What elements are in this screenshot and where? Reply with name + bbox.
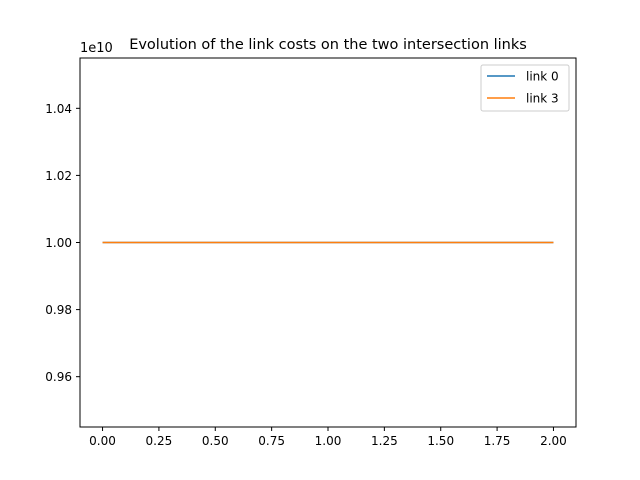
x-tick-label: 1.50 xyxy=(427,434,454,448)
x-axis: 0.00 0.25 0.50 0.75 1.00 1.25 1.50 1.75 2.00 xyxy=(89,427,567,448)
y-tick-label: 1.00 xyxy=(45,236,72,250)
x-tick-label: 1.00 xyxy=(315,434,342,448)
y-tick-label: 0.96 xyxy=(45,370,72,384)
x-tick-label: 2.00 xyxy=(540,434,567,448)
y-tick-label: 0.98 xyxy=(45,303,72,317)
y-offset-label: 1e10 xyxy=(80,41,113,56)
legend: link 0 link 3 xyxy=(480,64,570,112)
x-tick-label: 0.50 xyxy=(202,434,229,448)
x-tick-label: 0.75 xyxy=(258,434,285,448)
y-tick-label: 1.02 xyxy=(45,169,72,183)
x-tick-label: 0.00 xyxy=(89,434,116,448)
chart-title: Evolution of the link costs on the two i… xyxy=(129,37,527,53)
y-tick-label: 1.04 xyxy=(45,102,72,116)
y-axis: 0.96 0.98 1.00 1.02 1.04 xyxy=(45,102,80,384)
legend-label: link 0 xyxy=(526,70,559,84)
x-tick-label: 0.25 xyxy=(146,434,173,448)
x-tick-label: 1.75 xyxy=(484,434,511,448)
legend-label: link 3 xyxy=(526,92,559,106)
x-tick-label: 1.25 xyxy=(371,434,398,448)
